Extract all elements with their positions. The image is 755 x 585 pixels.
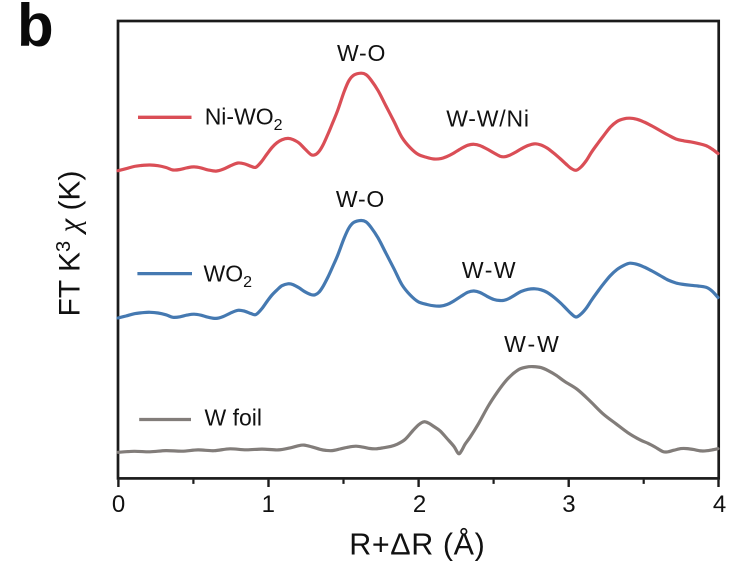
svg-text:R+ΔR (Å): R+ΔR (Å): [349, 527, 485, 562]
svg-text:3: 3: [562, 491, 575, 518]
svg-text:W-O: W-O: [336, 186, 385, 212]
svg-text:0: 0: [112, 491, 125, 518]
svg-text:2: 2: [413, 491, 426, 518]
svg-text:1: 1: [262, 491, 275, 518]
svg-text:W-W: W-W: [462, 257, 517, 283]
svg-text:4: 4: [713, 491, 726, 518]
svg-text:W-W: W-W: [504, 331, 561, 357]
svg-text:Ni-WO2: Ni-WO2: [205, 104, 283, 135]
svg-text:W-O: W-O: [337, 40, 386, 66]
svg-text:FT K3 χ (K): FT K3 χ (K): [52, 171, 87, 317]
svg-text:W foil: W foil: [205, 405, 263, 431]
svg-text:b: b: [17, 0, 54, 59]
svg-text:W-W/Ni: W-W/Ni: [446, 106, 530, 132]
